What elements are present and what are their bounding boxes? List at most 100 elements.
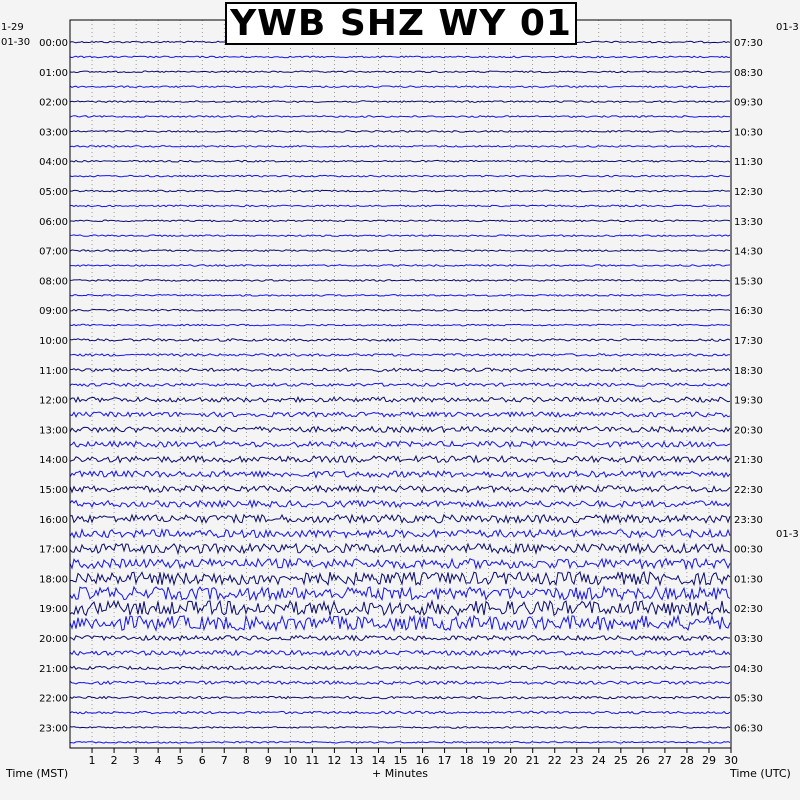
- right-time-label: 12:30: [734, 187, 763, 198]
- x-tick-label: 17: [438, 754, 452, 767]
- left-time-label: 10:00: [39, 336, 68, 347]
- trace-row: [69, 353, 731, 357]
- x-tick-label: 8: [243, 754, 250, 767]
- left-time-label: 23:00: [39, 723, 68, 734]
- x-tick-label: 10: [283, 754, 297, 767]
- x-axis-label: + Minutes: [372, 767, 428, 780]
- trace-row: [69, 144, 731, 148]
- left-time-label: 02:00: [39, 98, 68, 109]
- trace-row: [69, 440, 731, 449]
- left-time-label: 22:00: [39, 694, 68, 705]
- left-time-label: 19:00: [39, 604, 68, 615]
- trace-row: [69, 115, 731, 119]
- left-time-label: 14:00: [39, 455, 68, 466]
- right-time-label: 14:30: [734, 247, 763, 258]
- right-time-label: 19:30: [734, 396, 763, 407]
- right-time-label: 06:30: [734, 723, 763, 734]
- trace-row: [69, 264, 731, 267]
- left-axis-label: Time (MST): [5, 767, 68, 780]
- trace-row: [69, 189, 731, 193]
- right-time-label: 23:30: [734, 515, 763, 526]
- trace-row: [69, 100, 731, 103]
- x-tick-label: 26: [636, 754, 650, 767]
- trace-row: [69, 367, 731, 373]
- left-date-header-1: 1-29: [1, 22, 24, 33]
- left-time-label: 15:00: [39, 485, 68, 496]
- right-time-label: 05:30: [734, 694, 763, 705]
- trace-row: [69, 308, 731, 312]
- x-tick-label: 6: [199, 754, 206, 767]
- x-tick-label: 24: [592, 754, 606, 767]
- trace-row: [69, 695, 731, 700]
- right-time-label: 10:30: [734, 127, 763, 138]
- left-time-label: 17:00: [39, 545, 68, 556]
- trace-row: [69, 680, 731, 685]
- trace-row: [69, 557, 731, 571]
- right-time-label: 16:30: [734, 306, 763, 317]
- trace-row: [69, 740, 731, 744]
- trace-row: [69, 204, 731, 208]
- trace-row: [69, 174, 731, 178]
- left-time-label: 04:00: [39, 157, 68, 168]
- right-time-label: 11:30: [734, 157, 763, 168]
- left-time-label: 00:00: [39, 38, 68, 49]
- trace-row: [69, 396, 731, 404]
- trace-row: [69, 634, 730, 642]
- x-tick-label: 18: [460, 754, 474, 767]
- x-tick-label: 13: [349, 754, 363, 767]
- left-time-label: 09:00: [39, 306, 68, 317]
- chart-title: YWB SHZ WY 01: [225, 2, 577, 45]
- left-time-label: 12:00: [39, 396, 68, 407]
- right-time-label: 04:30: [734, 664, 763, 675]
- trace-row: [69, 570, 731, 587]
- trace-row: [69, 85, 731, 89]
- right-date-midheader: 01-3: [776, 529, 799, 540]
- x-tick-label: 21: [526, 754, 540, 767]
- right-axis-label: Time (UTC): [729, 767, 791, 780]
- right-time-label: 02:30: [734, 604, 763, 615]
- right-time-label: 09:30: [734, 98, 763, 109]
- x-axis-ticks: 1 2 3 4 5 6 7 8 9 10 11 12 13 14 15 16 17 18 19 20 21 22 23 24 2…: [89, 748, 738, 767]
- trace-row: [69, 513, 731, 525]
- x-tick-label: 20: [504, 754, 518, 767]
- trace-row: [69, 249, 731, 253]
- left-time-label: 06:00: [39, 217, 68, 228]
- x-tick-label: 23: [570, 754, 584, 767]
- right-time-label: 15:30: [734, 276, 763, 287]
- left-date-header-2: 01-30: [1, 37, 30, 48]
- right-time-label: 17:30: [734, 336, 763, 347]
- right-time-labels: 07:30 08:30 09:30 10:30 11:30 12:30 13:30 14:30…: [734, 38, 763, 734]
- left-time-label: 05:00: [39, 187, 68, 198]
- right-time-label: 08:30: [734, 68, 763, 79]
- minute-grid: [91, 20, 710, 748]
- right-time-label: 20:30: [734, 425, 763, 436]
- trace-row: [69, 527, 731, 539]
- trace-row: [69, 484, 731, 494]
- right-time-label: 07:30: [734, 38, 763, 49]
- trace-lines: [69, 40, 731, 744]
- trace-row: [69, 454, 731, 464]
- trace-row: [69, 323, 731, 327]
- right-time-label: 01:30: [734, 574, 763, 585]
- x-tick-label: 14: [371, 754, 385, 767]
- trace-row: [69, 382, 731, 388]
- trace-row: [69, 425, 731, 434]
- x-tick-label: 19: [482, 754, 496, 767]
- right-time-label: 22:30: [734, 485, 763, 496]
- trace-row: [69, 710, 731, 715]
- x-tick-label: 4: [155, 754, 162, 767]
- left-time-label: 01:00: [39, 68, 68, 79]
- trace-row: [69, 219, 731, 223]
- x-tick-label: 7: [221, 754, 228, 767]
- trace-row: [69, 665, 731, 671]
- trace-row: [69, 469, 731, 479]
- x-tick-label: 30: [724, 754, 738, 767]
- left-time-label: 07:00: [39, 247, 68, 258]
- left-time-label: 03:00: [39, 127, 68, 138]
- right-time-label: 18:30: [734, 366, 763, 377]
- x-tick-label: 27: [658, 754, 672, 767]
- trace-row: [69, 649, 731, 657]
- x-tick-label: 1: [89, 754, 96, 767]
- left-time-label: 20:00: [39, 634, 68, 645]
